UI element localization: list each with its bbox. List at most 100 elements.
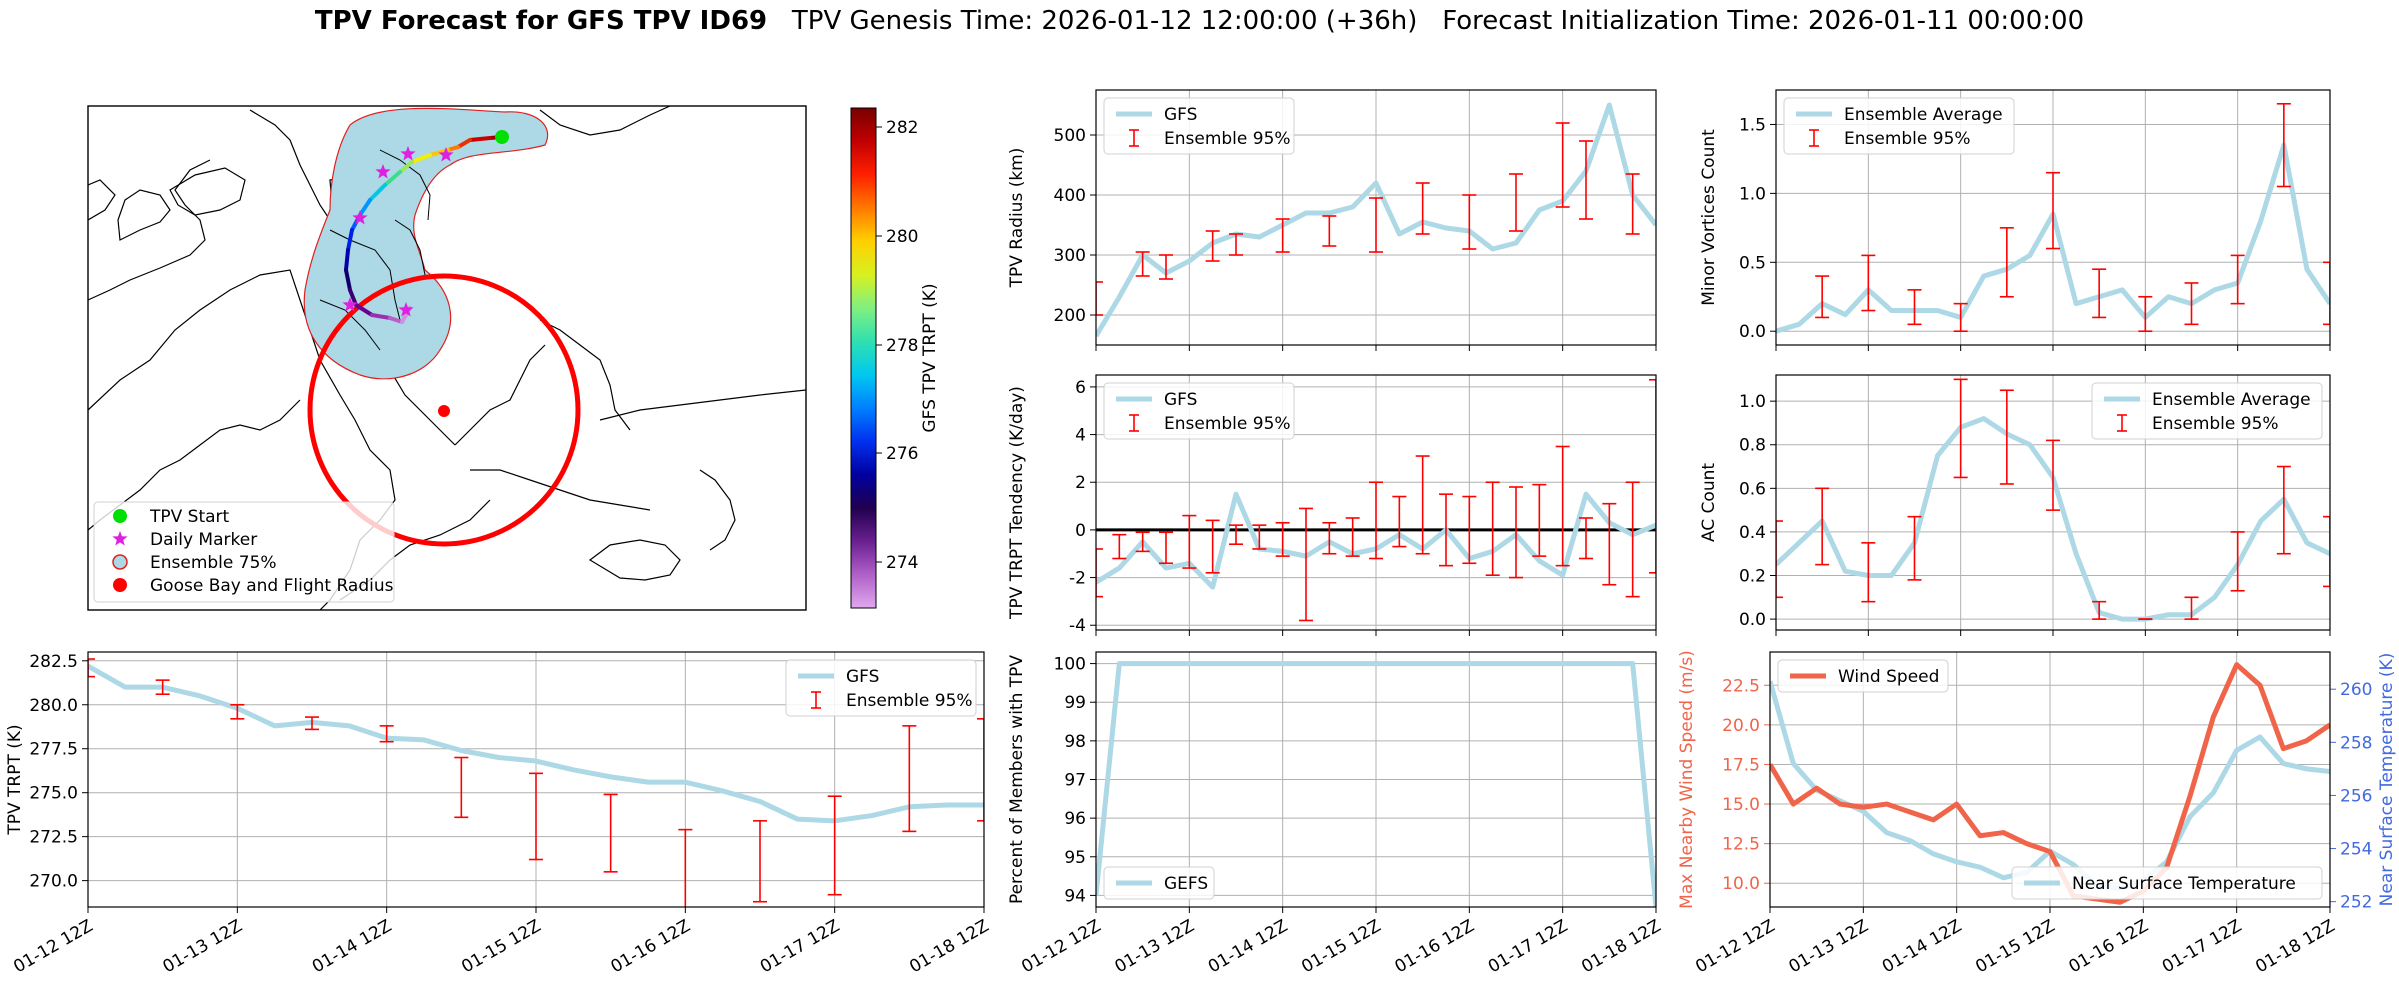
- y-axis-label: Max Nearby Wind Speed (m/s): [1677, 650, 1697, 909]
- colorbar-tick-label: 274: [886, 553, 918, 573]
- coastline: [169, 167, 246, 216]
- legend-box: [1103, 866, 1215, 900]
- figure-title-bold: TPV Forecast for GFS TPV ID69: [314, 6, 768, 36]
- map-legend-label: Ensemble 75%: [150, 553, 277, 573]
- y-axis-label: Percent of Members with TPV: [1007, 655, 1027, 904]
- x-tick-label: 01-16 12Z: [608, 916, 694, 977]
- coastline: [599, 389, 806, 421]
- y-tick-label: -2: [1069, 569, 1086, 589]
- track-segment: [468, 136, 492, 142]
- goose-bay-marker: [438, 405, 450, 417]
- x-tick-label: 01-14 12Z: [1879, 916, 1965, 977]
- coastline-detail: [379, 149, 431, 221]
- legend-label: GFS: [1164, 105, 1197, 125]
- y-tick-label: 200: [1054, 306, 1086, 326]
- map-legend-label: TPV Start: [149, 507, 230, 527]
- y-tick-label: 2: [1075, 473, 1086, 493]
- colorbar-tick-label: 282: [886, 118, 918, 138]
- track-segment: [358, 198, 372, 217]
- goose-bay-marker-icon: [113, 578, 127, 592]
- map-legend-label: Daily Marker: [150, 530, 257, 550]
- x-tick-label: 01-12 12Z: [10, 916, 96, 977]
- x-tick-label: 01-15 12Z: [1298, 916, 1384, 977]
- y-tick-label: 0.2: [1739, 567, 1766, 587]
- y-tick-label: 4: [1075, 426, 1086, 446]
- y-axis-label: TPV TRPT (K): [5, 724, 25, 835]
- plot-frame: [1775, 89, 2331, 346]
- plot-area: [1096, 102, 1656, 338]
- daily-marker-star: [375, 164, 391, 179]
- legend-label: Wind Speed: [1838, 667, 1939, 687]
- colorbar: [850, 107, 877, 609]
- y-tick-label: 0.4: [1739, 523, 1766, 543]
- legend-label: Ensemble Average: [1844, 105, 2003, 125]
- y-tick-label: 0.6: [1739, 479, 1766, 499]
- track-segment: [388, 316, 404, 324]
- track-segment: [368, 183, 387, 202]
- legend-label: Ensemble 95%: [1844, 129, 1971, 149]
- legend-box: [1783, 97, 2015, 155]
- y2-tick-label: 256: [2340, 786, 2372, 806]
- init-time: Forecast Initialization Time: 2026-01-11…: [1442, 6, 2085, 36]
- coastline: [539, 106, 671, 136]
- track-segment: [344, 268, 352, 292]
- tpv-start-marker: [495, 130, 509, 144]
- x-tick-label: 01-14 12Z: [309, 916, 395, 977]
- x-tick-label: 01-18 12Z: [2252, 916, 2338, 977]
- y-tick-label: 20.0: [1722, 716, 1760, 736]
- figure-title: TPV Forecast for GFS TPV ID69 TPV Genesi…: [0, 6, 2399, 36]
- coastline: [454, 344, 546, 446]
- start-marker-icon: [113, 509, 127, 523]
- ac-count-chart: 0.0 0.2 0.4 0.6 0.8 1.0 AC Count Ensemble Avera…: [1699, 374, 2331, 636]
- x-tick-label: 01-15 12Z: [458, 916, 544, 977]
- star-marker-icon: [112, 531, 128, 546]
- coastline: [539, 319, 631, 431]
- y-tick-label: -4: [1069, 616, 1086, 636]
- coastline: [470, 469, 651, 511]
- x-tick-label: 01-16 12Z: [2066, 916, 2152, 977]
- x-tick-label: 01-16 12Z: [1392, 916, 1478, 977]
- y-tick-label: 0.5: [1739, 253, 1766, 273]
- plot-frame: [1095, 651, 1657, 908]
- track-segment: [398, 160, 414, 174]
- legend-label: Ensemble 95%: [1164, 414, 1291, 434]
- y-tick-label: 280.0: [29, 696, 78, 716]
- plot-area: [1096, 378, 1656, 622]
- legend-label: Ensemble 95%: [846, 691, 973, 711]
- minor-vortices-chart: 0.0 0.5 1.0 1.5 Minor Vortices Count Ensemble…: [1699, 89, 2331, 351]
- plot-frame: [1095, 89, 1657, 346]
- plot-frame: [1095, 374, 1657, 631]
- track-segment: [370, 313, 392, 320]
- y2-axis-label: Near Surface Temperature (K): [2377, 653, 2397, 907]
- x-tick-label: 01-13 12Z: [1112, 916, 1198, 977]
- y-tick-label: 6: [1075, 378, 1086, 398]
- x-tick-label: 01-12 12Z: [1692, 916, 1778, 977]
- legend-label: Near Surface Temperature: [2072, 874, 2296, 894]
- y2-tick-label: 254: [2340, 840, 2372, 860]
- series-line-0: [1096, 661, 1656, 907]
- y2-tick-label: 258: [2340, 733, 2372, 753]
- y-tick-label: 300: [1054, 246, 1086, 266]
- track-segment: [346, 228, 354, 252]
- daily-marker-star: [400, 146, 416, 161]
- track-segment: [383, 170, 402, 187]
- x-tick-label: 01-13 12Z: [1786, 916, 1872, 977]
- legend-box: [2091, 382, 2323, 440]
- plot-area: [1776, 102, 2330, 334]
- y-tick-label: 270.0: [29, 872, 78, 892]
- track-segment: [456, 138, 472, 149]
- y-tick-label: 1.5: [1739, 115, 1766, 135]
- y-tick-label: 1.0: [1739, 392, 1766, 412]
- x-tick-label: 01-18 12Z: [1578, 916, 1664, 977]
- y-axis-label: TPV TRPT Tendency (K/day): [1007, 386, 1027, 620]
- plot-frame: [1769, 651, 2331, 908]
- x-tick-label: 01-12 12Z: [1018, 916, 1104, 977]
- y-axis-label: Minor Vortices Count: [1699, 129, 1719, 306]
- flight-radius-circle: [307, 273, 581, 547]
- plot-area: [1096, 661, 1656, 907]
- y-tick-label: 96: [1064, 809, 1086, 829]
- ensemble-patch-icon: [112, 554, 128, 570]
- legend-box: [1777, 659, 1949, 693]
- track-segment: [410, 153, 432, 164]
- legend-label: Ensemble 95%: [2152, 414, 2279, 434]
